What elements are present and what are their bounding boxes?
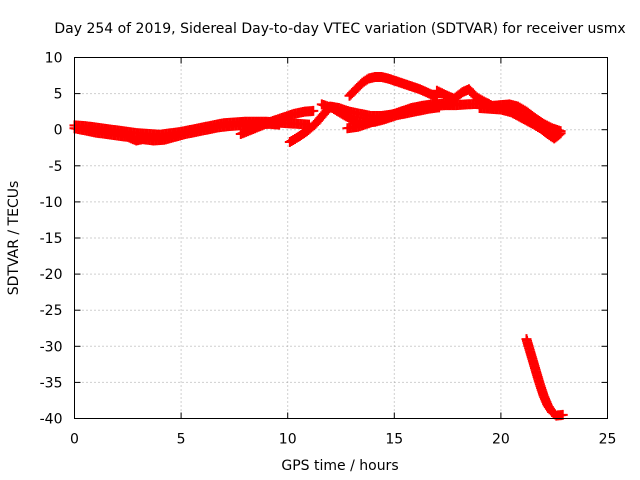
y-tick-label: -25 — [40, 303, 63, 319]
x-tick-label: 5 — [177, 432, 186, 448]
chart-title: Day 254 of 2019, Sidereal Day-to-day VTE… — [54, 21, 625, 37]
x-tick-label: 20 — [492, 432, 510, 448]
plot-border — [74, 57, 608, 419]
y-tick-label: -40 — [40, 412, 63, 428]
grid — [74, 57, 608, 419]
data-point — [557, 409, 568, 420]
x-tick-labels: 0 5 10 15 20 25 — [70, 432, 616, 448]
y-tick-label: 10 — [45, 51, 63, 67]
data-series-arc — [284, 98, 494, 147]
x-axis-label: GPS time / hours — [281, 458, 398, 474]
data-series — [69, 71, 568, 421]
x-tick-label: 0 — [70, 432, 79, 448]
y-axis-label: SDTVAR / TECUs — [6, 181, 22, 296]
data-series-arc — [521, 334, 568, 421]
y-tick-label: -5 — [49, 159, 63, 175]
data-point — [308, 105, 319, 116]
data-point — [554, 129, 565, 140]
y-tick-label: -15 — [40, 231, 63, 247]
data-series-arc — [344, 71, 442, 103]
data-series-arc — [474, 103, 566, 144]
data-point — [555, 128, 566, 139]
data-series-arc — [235, 105, 319, 140]
y-tick-label: 0 — [54, 123, 63, 139]
y-tick-labels: 10 5 0 -5 -10 -15 -20 -25 -30 -35 -40 — [40, 51, 63, 428]
y-tick-label: -10 — [40, 195, 63, 211]
y-tick-label: -20 — [40, 267, 63, 283]
data-series-arc — [431, 84, 566, 137]
x-tick-label: 25 — [599, 432, 617, 448]
y-tick-label: 5 — [54, 87, 63, 103]
x-tick-label: 10 — [279, 432, 297, 448]
y-tick-label: -35 — [40, 375, 63, 391]
y-tick-label: -30 — [40, 339, 63, 355]
x-tick-label: 15 — [385, 432, 403, 448]
